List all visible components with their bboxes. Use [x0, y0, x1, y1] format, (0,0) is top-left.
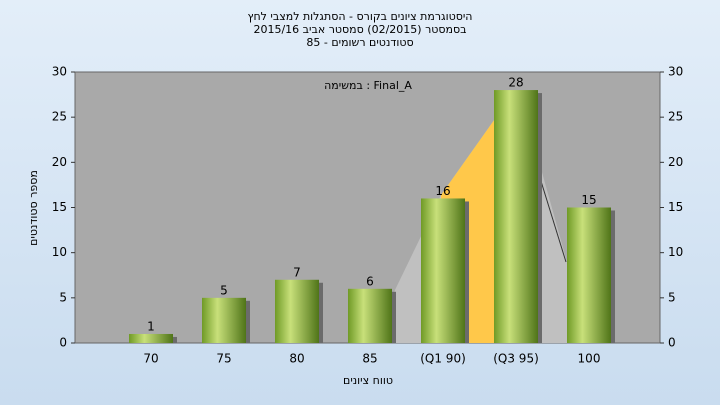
annotation: במשימה : Final_A: [324, 79, 412, 92]
x-tick-label: (Q1 90): [420, 352, 466, 366]
y2-tick-label: 20: [668, 155, 683, 169]
x-tick-label: 75: [216, 352, 231, 366]
y2-tick-label: 15: [668, 200, 683, 214]
x-axis-label: טווח ציונים: [343, 374, 393, 387]
bar: [202, 297, 246, 343]
chart-subtitle: סטודנטים רשומים - 85: [306, 36, 413, 49]
value-label: 7: [293, 265, 301, 279]
y2-tick-label: 10: [668, 245, 683, 259]
y-tick-label: 15: [52, 200, 67, 214]
y2-tick-label: 25: [668, 110, 683, 124]
value-label: 5: [220, 283, 228, 297]
value-label: 6: [366, 274, 374, 288]
x-tick-label: 85: [362, 352, 377, 366]
bar: [129, 333, 173, 343]
y2-tick-label: 30: [668, 65, 683, 79]
y2-tick-label: 5: [668, 290, 676, 304]
x-tick-label: (Q3 95): [493, 352, 539, 366]
chart-subtitle: בסמסטר (02/2015) סמסטר אביב 2015/16: [253, 23, 466, 36]
y-tick-label: 0: [59, 336, 67, 350]
value-label: 15: [581, 193, 596, 207]
y-axis-label: מספר סטודנטים: [27, 170, 40, 246]
bar: [421, 198, 465, 343]
bar: [494, 90, 538, 343]
y-tick-label: 10: [52, 245, 67, 259]
y-tick-label: 25: [52, 110, 67, 124]
chart-title: היסטוגרמת ציונים בקורס - הסתגלות למצבי ל…: [248, 10, 473, 23]
y-tick-label: 20: [52, 155, 67, 169]
y-tick-label: 5: [59, 290, 67, 304]
value-label: 16: [435, 184, 450, 198]
y2-tick-label: 0: [668, 336, 676, 350]
bar: [567, 207, 611, 343]
value-label: 1: [147, 319, 155, 333]
x-tick-label: 70: [143, 352, 158, 366]
value-label: 28: [508, 76, 523, 90]
x-tick-label: 100: [578, 352, 601, 366]
bar: [275, 279, 319, 343]
bar: [348, 288, 392, 343]
y-tick-label: 30: [52, 65, 67, 79]
x-tick-label: 80: [289, 352, 304, 366]
